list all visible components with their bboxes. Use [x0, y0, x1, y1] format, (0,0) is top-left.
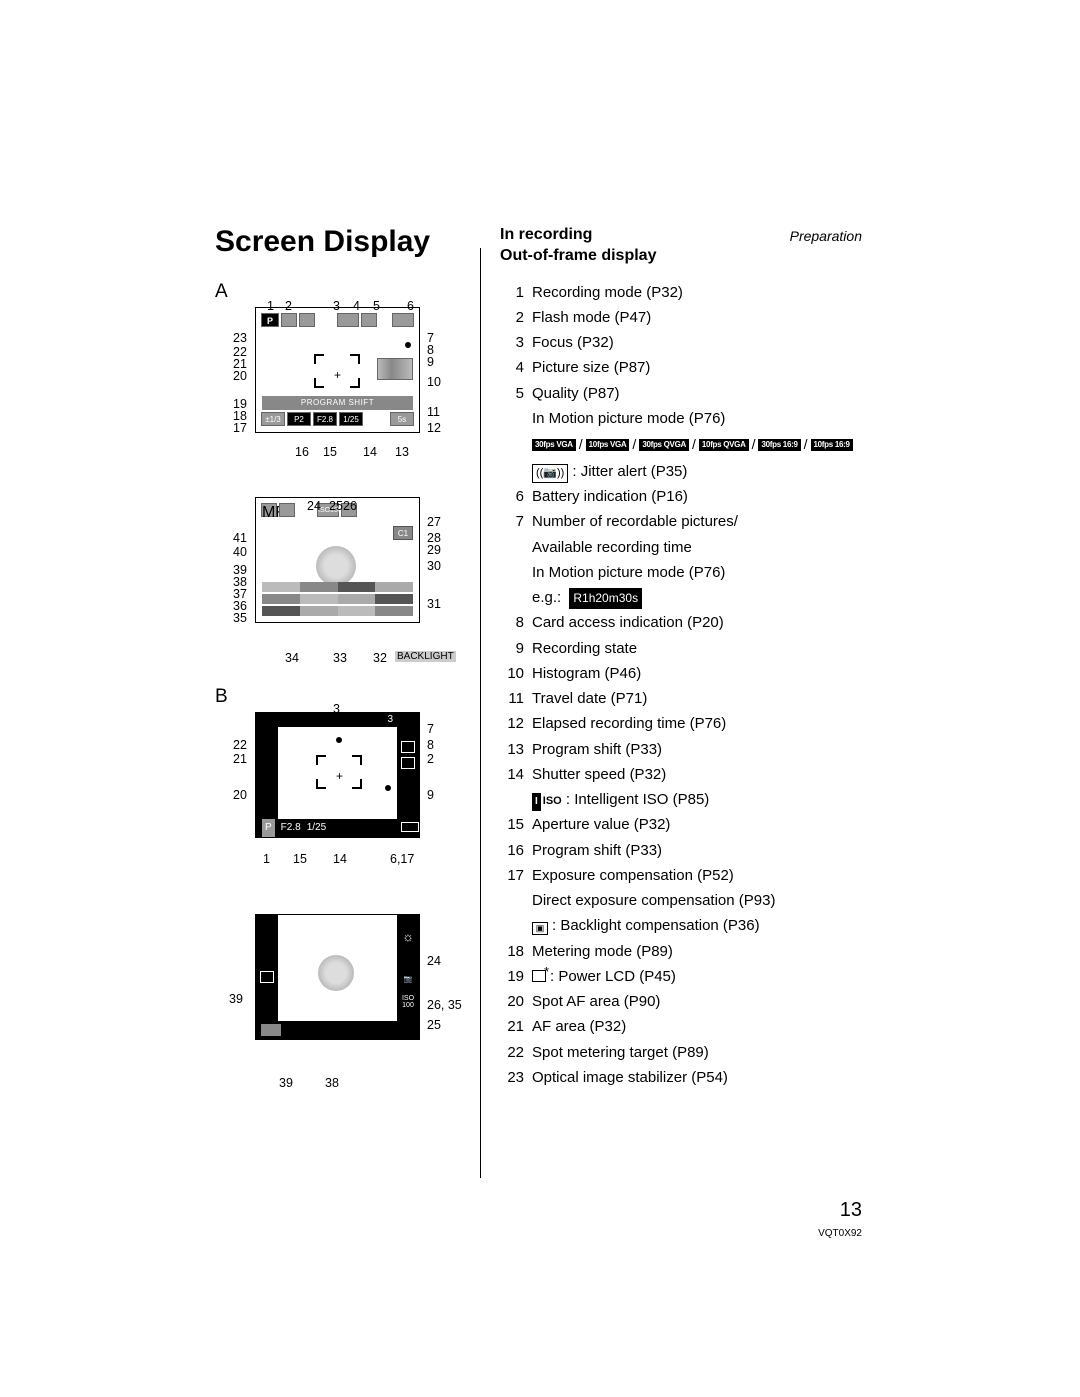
mode-badge: P [261, 313, 279, 327]
battery-icon [401, 822, 419, 832]
legend-item: 10Histogram (P46) [500, 662, 865, 685]
af-lock-icon [260, 971, 274, 983]
screen-a2: MF ISO100 C1 [255, 497, 420, 623]
self-timer-icon [318, 955, 354, 991]
video-mode-icon: 10fps VGA [586, 439, 630, 451]
legend-item: 18Metering mode (P89) [500, 940, 865, 963]
legend-item: 6Battery indication (P16) [500, 485, 865, 508]
legend-item: 11Travel date (P71) [500, 687, 865, 710]
sun-icon: ☼ [402, 929, 414, 944]
legend-item: 13Program shift (P33) [500, 738, 865, 761]
diagram-label-a: A [215, 281, 475, 303]
spot-target-icon: + [334, 368, 341, 382]
legend-item: 20Spot AF area (P90) [500, 990, 865, 1013]
diagram-label-b: B [215, 686, 475, 708]
section-header: Preparation [790, 228, 862, 244]
intelligent-iso-icon: I [532, 793, 541, 811]
video-mode-icon: 10fps QVGA [699, 439, 749, 451]
legend-item: 4Picture size (P87) [500, 356, 865, 379]
legend-item: 12Elapsed recording time (P76) [500, 712, 865, 735]
legend-item: 21AF area (P32) [500, 1015, 865, 1038]
column-divider [480, 248, 481, 1178]
legend-item: 15Aperture value (P32) [500, 813, 865, 836]
legend-item: 9Recording state [500, 637, 865, 660]
backlight-comp-icon: ▣ [532, 922, 548, 935]
video-mode-icon: 10fps 16:9 [811, 439, 853, 451]
screen-a1: P + PROGRAM SHIFT ±1/3 [255, 307, 420, 433]
manual-page: Preparation Screen Display A P [0, 0, 1080, 1397]
diagram-a2-wrap: MF ISO100 C1 24 25 26 27 28 [215, 497, 475, 672]
diagram-a1-wrap: P + PROGRAM SHIFT ±1/3 [215, 307, 475, 477]
rec-dot-icon [385, 785, 391, 791]
time-badge: R1h20m30s [569, 588, 642, 609]
video-mode-icon: 30fps QVGA [639, 439, 689, 451]
legend-item: 22Spot metering target (P89) [500, 1041, 865, 1064]
legend-item: 8Card access indication (P20) [500, 611, 865, 634]
diagrams-column: Screen Display A P + [215, 225, 475, 1098]
power-lcd-icon [532, 970, 546, 982]
video-mode-icon: 30fps 16:9 [758, 439, 800, 451]
legend-item: 23Optical image stabilizer (P54) [500, 1066, 865, 1089]
diagram-b2-wrap: ☼ 📷 ISO100 24 26, 35 25 39 39 38 [215, 914, 475, 1084]
legend-item: 1Recording mode (P32) [500, 281, 865, 304]
legend-list: 1Recording mode (P32)2Flash mode (P47)3F… [500, 281, 865, 1089]
jitter-alert-icon: ((📷)) [532, 464, 568, 483]
page-title: Screen Display [215, 225, 475, 259]
self-timer-icon [316, 546, 356, 586]
screen-b2: ☼ 📷 ISO100 [255, 914, 420, 1040]
program-shift-bar: PROGRAM SHIFT [262, 396, 413, 410]
legend-column: In recording Out-of-frame display 1Recor… [495, 225, 865, 1098]
legend-item: 16Program shift (P33) [500, 839, 865, 862]
legend-item: 5Quality (P87) [500, 382, 865, 405]
screen-b1: 3 + P F2.8 1/25 [255, 712, 420, 838]
document-code: VQT0X92 [818, 1228, 862, 1239]
legend-item: 7Number of recordable pictures/ [500, 510, 865, 533]
bottom-status-row: ±1/3 P2 F2.8 1/25 5s [261, 412, 414, 428]
diagram-b1-wrap: 3 + P F2.8 1/25 [215, 712, 475, 884]
histogram-icon [377, 358, 413, 380]
video-mode-icons: 30fps VGA/10fps VGA/30fps QVGA/10fps QVG… [532, 434, 865, 456]
two-column-layout: Screen Display A P + [215, 225, 865, 1098]
rec-dot-icon [405, 342, 411, 348]
legend-item: 14Shutter speed (P32) [500, 763, 865, 786]
page-number: 13 [840, 1199, 862, 1222]
video-mode-icon: 30fps VGA [532, 439, 576, 451]
legend-item: 17Exposure compensation (P52) [500, 864, 865, 887]
legend-item: 2Flash mode (P47) [500, 306, 865, 329]
focus-dot-icon [336, 737, 342, 743]
legend-item: 3Focus (P32) [500, 331, 865, 354]
legend-item: 19: Power LCD (P45) [500, 965, 865, 988]
